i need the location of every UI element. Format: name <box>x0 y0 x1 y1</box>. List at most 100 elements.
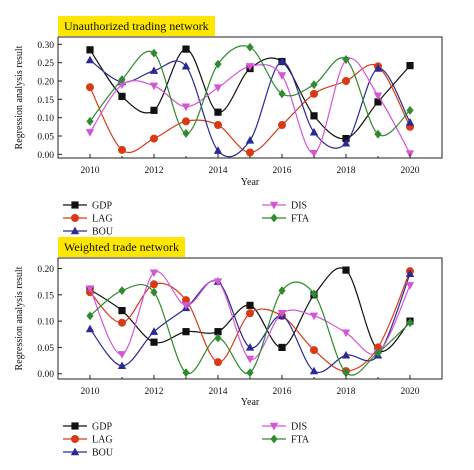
data-point-fta-2013 <box>182 129 190 138</box>
y-tick-label: 0.15 <box>37 96 54 106</box>
legend-marker-lag <box>71 214 79 222</box>
legend-marker-dis <box>269 422 279 431</box>
data-point-bou-2018 <box>341 350 351 359</box>
data-point-bou-2017 <box>309 127 319 136</box>
y-tick-label: 0.00 <box>37 370 54 380</box>
data-point-bou-2016 <box>277 57 287 65</box>
y-tick-label: 0.10 <box>37 114 54 124</box>
series-line-fta <box>89 45 411 137</box>
data-point-gdp-2018 <box>342 134 350 143</box>
data-point-gdp-2018 <box>342 266 350 274</box>
data-point-bou-2011 <box>117 361 127 370</box>
y-tick-label: 0.15 <box>37 291 54 301</box>
legend-label-gdp: GDP <box>92 201 112 212</box>
legend-label-bou: BOU <box>92 448 114 459</box>
legend-label-lag: LAG <box>92 214 113 225</box>
data-point-lag-2015 <box>246 148 254 157</box>
x-axis-label: Year <box>241 177 260 188</box>
data-point-gdp-2012 <box>150 338 158 346</box>
data-point-dis-2012 <box>149 82 159 91</box>
data-point-dis-2016 <box>277 310 287 318</box>
data-point-fta-2014 <box>214 59 222 69</box>
x-tick-label: 2014 <box>209 166 228 176</box>
data-point-fta-2016 <box>278 286 286 296</box>
data-point-bou-2013 <box>181 61 191 70</box>
data-point-gdp-2016 <box>278 343 286 352</box>
data-point-dis-2010 <box>85 129 95 137</box>
data-point-fta-2020 <box>406 105 414 115</box>
legend-label-dis: DIS <box>291 422 307 433</box>
data-point-dis-2016 <box>277 72 287 80</box>
legend-marker-gdp <box>71 422 79 430</box>
data-point-fta-2010 <box>86 311 94 321</box>
data-point-fta-2011 <box>118 75 126 84</box>
data-point-dis-2013 <box>181 302 191 310</box>
y-tick-label: 0.25 <box>37 59 54 69</box>
series-line-dis <box>89 57 411 154</box>
data-point-gdp-2012 <box>150 106 158 114</box>
data-point-bou-2010 <box>85 324 95 333</box>
data-point-fta-2012 <box>150 287 158 297</box>
data-point-gdp-2019 <box>374 98 382 106</box>
data-point-fta-2015 <box>246 42 254 52</box>
data-point-dis-2011 <box>117 81 127 90</box>
series-line-bou <box>89 59 411 158</box>
data-point-gdp-2015 <box>246 301 254 309</box>
data-point-lag-2010 <box>86 83 94 92</box>
y-tick-label: 0.10 <box>37 318 54 328</box>
y-axis-label: Regression analysis result <box>14 45 25 149</box>
data-point-fta-2014 <box>214 333 222 343</box>
data-point-bou-2010 <box>85 55 95 64</box>
x-tick-label: 2016 <box>273 166 292 176</box>
data-point-dis-2020 <box>405 282 415 290</box>
data-point-lag-2015 <box>246 309 254 318</box>
x-tick-label: 2012 <box>145 387 164 397</box>
data-point-dis-2015 <box>245 355 255 364</box>
data-point-lag-2019 <box>374 343 382 352</box>
data-point-lag-2013 <box>182 296 190 305</box>
data-point-bou-2018 <box>341 138 351 147</box>
data-point-dis-2017 <box>309 312 319 321</box>
data-point-dis-2015 <box>245 63 255 71</box>
x-tick-label: 2020 <box>401 387 420 397</box>
y-tick-label: 0.05 <box>37 133 54 143</box>
panel-title-weighted: Weighted trade network <box>58 237 185 257</box>
data-point-gdp-2011 <box>118 307 126 315</box>
legend-label-gdp: GDP <box>92 422 112 433</box>
data-point-gdp-2017 <box>310 112 318 120</box>
x-tick-label: 2018 <box>337 166 356 176</box>
data-point-dis-2017 <box>309 150 319 158</box>
data-point-fta-2019 <box>374 129 382 139</box>
legend-label-bou: BOU <box>92 227 114 238</box>
data-point-lag-2017 <box>310 89 318 98</box>
data-point-dis-2012 <box>149 269 159 278</box>
data-point-fta-2020 <box>406 318 414 328</box>
y-tick-label: 0.30 <box>37 41 54 51</box>
data-point-fta-2012 <box>150 48 158 58</box>
legend-marker-gdp <box>71 201 79 209</box>
data-point-bou-2017 <box>309 366 319 375</box>
legend-marker-lag <box>71 435 79 443</box>
data-point-dis-2010 <box>85 285 95 293</box>
y-axis-label: Regression analysis result <box>14 266 25 370</box>
data-point-gdp-2010 <box>86 46 94 54</box>
data-point-lag-2011 <box>118 318 126 327</box>
data-point-lag-2013 <box>182 117 190 126</box>
legend-label-fta: FTA <box>291 435 310 446</box>
data-point-bou-2020 <box>405 269 415 277</box>
data-point-dis-2014 <box>213 278 223 287</box>
x-axis-label: Year <box>241 397 260 408</box>
data-point-fta-2017 <box>310 80 318 90</box>
data-point-lag-2014 <box>214 121 222 129</box>
data-point-gdp-2014 <box>214 328 222 336</box>
data-point-bou-2012 <box>149 327 159 335</box>
data-point-bou-2015 <box>245 136 255 144</box>
data-point-dis-2013 <box>181 103 191 112</box>
legend-label-fta: FTA <box>291 214 310 225</box>
data-point-gdp-2013 <box>182 328 190 336</box>
series-line-gdp <box>89 48 411 140</box>
legend-marker-bou <box>70 447 80 456</box>
data-point-fta-2018 <box>342 368 350 378</box>
y-tick-label: 0.00 <box>37 151 54 161</box>
